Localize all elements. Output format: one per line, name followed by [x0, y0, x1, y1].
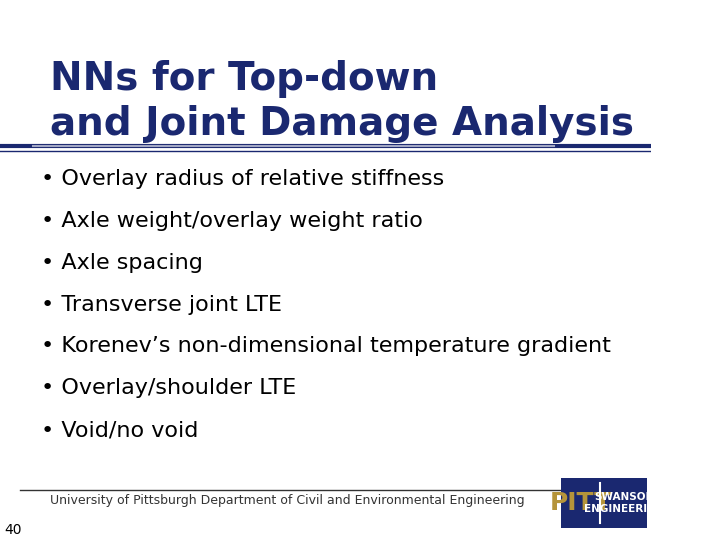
- Text: • Axle spacing: • Axle spacing: [41, 253, 202, 273]
- Text: PITT: PITT: [550, 491, 612, 515]
- Text: 40: 40: [4, 523, 22, 537]
- Text: • Overlay radius of relative stiffness: • Overlay radius of relative stiffness: [41, 169, 444, 189]
- Text: • Korenev’s non-dimensional temperature gradient: • Korenev’s non-dimensional temperature …: [41, 336, 611, 356]
- FancyBboxPatch shape: [561, 478, 647, 528]
- Text: • Void/no void: • Void/no void: [41, 420, 198, 440]
- Text: NNs for Top-down
and Joint Damage Analysis: NNs for Top-down and Joint Damage Analys…: [50, 60, 634, 143]
- Text: • Overlay/shoulder LTE: • Overlay/shoulder LTE: [41, 379, 296, 399]
- Text: • Axle weight/overlay weight ratio: • Axle weight/overlay weight ratio: [41, 211, 423, 231]
- Text: University of Pittsburgh Department of Civil and Environmental Engineering: University of Pittsburgh Department of C…: [50, 494, 524, 507]
- Text: SWANSON
ENGINEERING: SWANSON ENGINEERING: [584, 491, 665, 514]
- Text: • Transverse joint LTE: • Transverse joint LTE: [41, 295, 282, 315]
